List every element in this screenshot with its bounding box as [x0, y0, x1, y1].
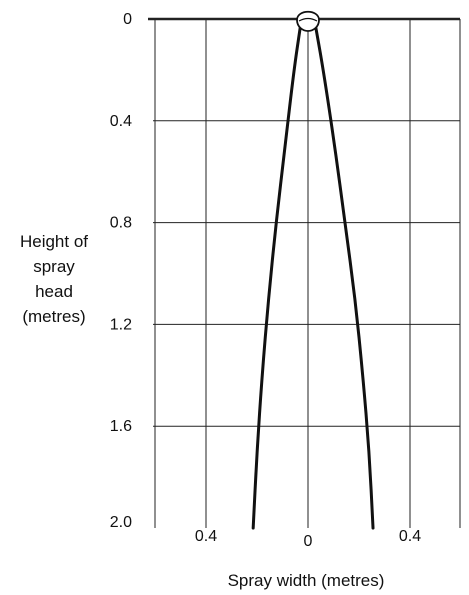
x-axis-label: Spray width (metres) [228, 571, 385, 590]
y-tick-labels: 0 0.4 0.8 1.2 1.6 2.0 [110, 11, 132, 531]
y-axis-label-line-1: spray [33, 257, 75, 276]
y-tick-label-5: 2.0 [110, 514, 132, 531]
spray-curves [253, 27, 373, 528]
y-axis-label-line-2: head [35, 282, 73, 301]
x-tick-label-1: 0 [304, 533, 313, 550]
y-tick-label-3: 1.2 [110, 316, 132, 333]
spray-head-body [297, 12, 319, 31]
spray-head-icon [297, 12, 319, 31]
x-tick-label-2: 0.4 [399, 528, 421, 545]
y-axis-label-line-0: Height of [20, 232, 88, 251]
y-axis-label-line-3: (metres) [22, 307, 85, 326]
y-tick-label-0: 0 [123, 11, 132, 28]
grid [148, 19, 460, 528]
spray-curve-left [253, 27, 300, 528]
x-tick-label-0: 0.4 [195, 528, 217, 545]
y-tick-label-1: 0.4 [110, 113, 132, 130]
y-axis-label: Height of spray head (metres) [20, 232, 88, 326]
x-tick-labels: 0.4 0 0.4 [195, 528, 421, 550]
spray-curve-right [316, 27, 373, 528]
y-tick-label-2: 0.8 [110, 215, 132, 232]
y-tick-label-4: 1.6 [110, 418, 132, 435]
